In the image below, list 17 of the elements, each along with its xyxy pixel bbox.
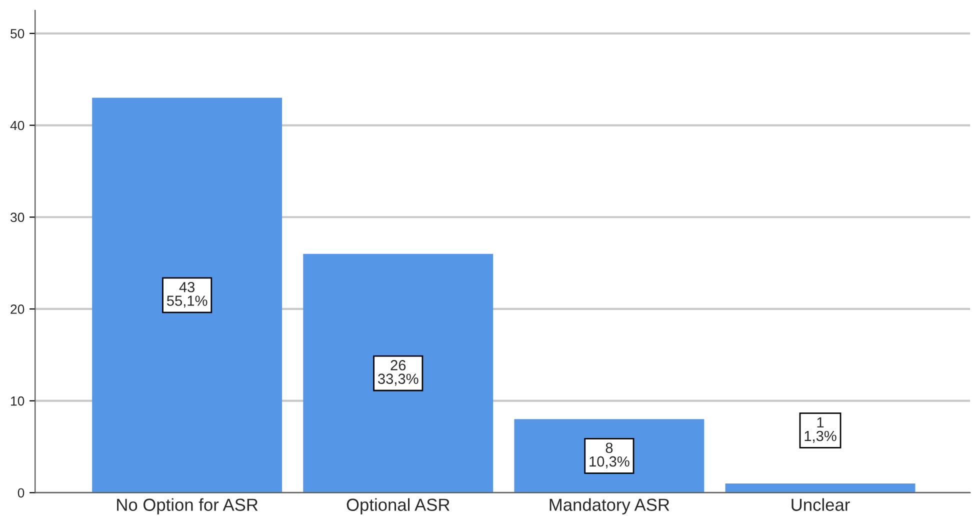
x-tick-label: Optional ASR bbox=[346, 498, 450, 514]
bar bbox=[303, 254, 494, 493]
y-tick-label: 40 bbox=[10, 120, 24, 130]
y-tick-label: 50 bbox=[10, 28, 24, 38]
x-tick-label: Mandatory ASR bbox=[550, 498, 670, 514]
bar bbox=[725, 483, 916, 493]
x-tick-label: Unclear bbox=[792, 498, 850, 511]
data-label: 26 33,3% bbox=[378, 360, 418, 386]
y-tick-label: 10 bbox=[11, 396, 24, 406]
y-tick-label: 20 bbox=[10, 304, 24, 314]
bar bbox=[92, 98, 282, 493]
y-tick-label: 0 bbox=[18, 488, 24, 498]
data-label: 8 10,3% bbox=[590, 442, 630, 468]
x-tick-label: No Option for ASR bbox=[117, 498, 258, 514]
data-label: 1 1,3% bbox=[804, 417, 836, 443]
y-tick-label: 30 bbox=[10, 212, 24, 222]
data-label: 43 55,1% bbox=[166, 282, 208, 308]
